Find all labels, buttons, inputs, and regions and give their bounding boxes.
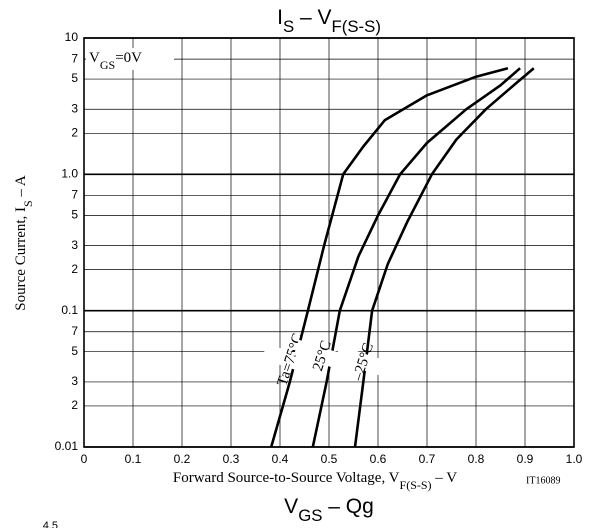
y-tick-label: 5 <box>71 344 78 358</box>
y-tick-label: 0.1 <box>61 303 78 317</box>
y-tick-label: 3 <box>71 238 78 252</box>
x-tick-label: 0.7 <box>419 452 436 466</box>
y-tick-label: 5 <box>71 71 78 85</box>
next-chart-tick: 4.5 <box>43 520 58 528</box>
text-part: – Qg <box>322 495 373 518</box>
text-part: – V <box>294 6 331 29</box>
y-tick-label: 2 <box>71 125 78 139</box>
x-tick-label: 0.1 <box>125 452 142 466</box>
subscript: S <box>21 200 35 207</box>
x-tick-label: 1.0 <box>566 452 583 466</box>
y-tick-label: 7 <box>71 51 78 65</box>
text-part: =0V <box>115 50 142 66</box>
text-part: Forward Source-to-Source Voltage, V <box>173 470 400 486</box>
series-line <box>353 67 535 448</box>
text-part: – A <box>13 175 29 200</box>
x-tick-label: 0.6 <box>370 452 387 466</box>
text-part: I <box>277 6 283 29</box>
series-label-bg <box>334 345 394 379</box>
x-tick-label: 0.2 <box>174 452 191 466</box>
series-label-bg <box>293 339 353 373</box>
y-axis-label: Source Current, IS – A <box>13 175 34 311</box>
x-tick-label: 0 <box>81 452 88 466</box>
annotation: VGS=0V <box>89 50 142 71</box>
text-part: V <box>284 495 298 518</box>
text-part: Source Current, I <box>13 207 29 311</box>
y-tick-label: 5 <box>71 208 78 222</box>
plot-frame <box>83 37 575 448</box>
x-tick-label: 0.4 <box>272 452 289 466</box>
annotation-bg <box>86 48 174 70</box>
subscript: GS <box>298 506 322 525</box>
y-tick-label: 2 <box>71 398 78 412</box>
x-tick-label: 0.5 <box>321 452 338 466</box>
subscript: F(S-S) <box>400 478 432 492</box>
y-tick-label: 3 <box>71 374 78 388</box>
y-tick-label: 2 <box>71 262 78 276</box>
subscript: GS <box>100 58 115 72</box>
text-part: V <box>89 50 100 66</box>
chart-title: IS – VF(S-S) <box>277 6 381 36</box>
subscript: S <box>283 17 294 36</box>
y-tick-label: 10 <box>65 30 79 44</box>
y-tick-label: 7 <box>71 324 78 338</box>
x-tick-label: 0.3 <box>223 452 240 466</box>
x-tick-label: 0.9 <box>517 452 534 466</box>
y-tick-label: 1.0 <box>61 167 78 181</box>
y-tick-label: 0.01 <box>55 439 79 453</box>
subscript: F(S-S) <box>332 17 381 36</box>
series-line <box>311 67 521 448</box>
x-axis-label: Forward Source-to-Source Voltage, VF(S-S… <box>173 470 457 491</box>
series-label-bg <box>261 343 321 377</box>
y-tick-label: 3 <box>71 101 78 115</box>
figure-code: IT16089 <box>526 475 560 486</box>
y-tick-label: 7 <box>71 188 78 202</box>
text-part: – V <box>432 470 458 486</box>
x-tick-label: 0.8 <box>468 452 485 466</box>
next-chart-title: VGS – Qg <box>284 495 374 525</box>
